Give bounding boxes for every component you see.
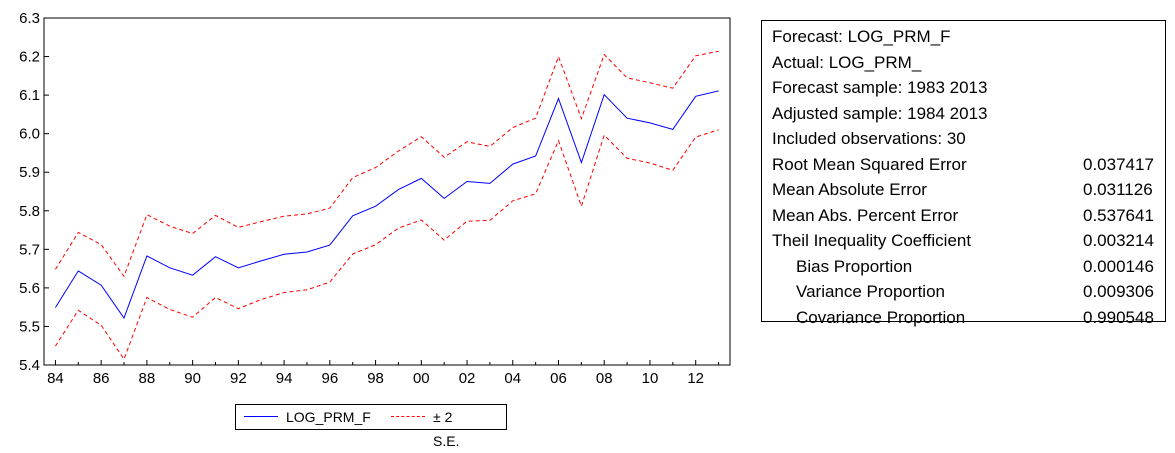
stat-row: Root Mean Squared Error 0.037417 xyxy=(772,152,1165,178)
stat-row: Actual: LOG_PRM_ xyxy=(772,50,1165,76)
forecast-chart: 5.4 5.5 5.6 5.7 5.8 5.9 6.0 6.1 6.2 6.3 84 86 88 90 9… xyxy=(19,10,731,387)
series-layer xyxy=(54,50,719,361)
stat-row: Mean Absolute Error 0.031126 xyxy=(772,177,1165,203)
x-tick-label: 12 xyxy=(687,370,704,387)
forecast-statistics-panel: Forecast: LOG_PRM_F Actual: LOG_PRM_ Forec… xyxy=(761,20,1166,327)
x-tick-label: 96 xyxy=(321,370,338,387)
stat-value: 0.003214 xyxy=(1083,231,1154,250)
legend-swatch-se xyxy=(391,416,425,417)
stat-value: 0.031126 xyxy=(1083,180,1153,199)
legend-label-forecast: LOG_PRM_F xyxy=(286,409,371,425)
y-tick-label: 6.3 xyxy=(19,10,40,27)
x-tick-label: 04 xyxy=(504,370,521,387)
stat-label: Covariance Proportion xyxy=(796,307,966,327)
x-tick-label: 08 xyxy=(596,370,613,387)
legend-label-se: ± 2 S.E. xyxy=(433,409,460,449)
statistics-list: Forecast: LOG_PRM_F Actual: LOG_PRM_ Forec… xyxy=(772,24,1165,330)
x-tick-label: 02 xyxy=(459,370,476,387)
y-tick-label: 5.5 xyxy=(19,318,40,335)
plot-area-frame xyxy=(43,17,731,366)
x-tick-label: 92 xyxy=(230,370,247,387)
x-tick-label: 86 xyxy=(93,370,110,387)
y-tick-label: 5.8 xyxy=(19,203,40,220)
stat-label: Forecast: LOG_PRM_F xyxy=(772,27,951,46)
stat-row: Forecast sample: 1983 2013 xyxy=(772,75,1165,101)
y-axis: 5.4 5.5 5.6 5.7 5.8 5.9 6.0 6.1 6.2 6.3 xyxy=(19,10,49,374)
stat-value: 0.009306 xyxy=(1083,282,1154,301)
stat-value: 0.537641 xyxy=(1083,205,1154,225)
x-tick-label: 84 xyxy=(47,370,64,387)
stat-label: Mean Abs. Percent Error xyxy=(772,205,959,225)
y-tick-label: 6.1 xyxy=(19,87,40,104)
x-tick-label: 88 xyxy=(139,370,156,387)
stat-label: Theil Inequality Coefficient xyxy=(772,231,972,250)
stat-row: Included observations: 30 xyxy=(772,126,1165,152)
chart-legend: LOG_PRM_F ± 2 S.E. xyxy=(235,404,507,449)
stat-value: 0.037417 xyxy=(1083,154,1154,174)
x-axis: 84 86 88 90 92 94 96 98 00 02 04 06 08 10 12 xyxy=(47,360,720,387)
y-tick-label: 5.9 xyxy=(19,164,40,181)
y-tick-label: 5.6 xyxy=(19,280,40,297)
stat-label: Forecast sample: 1983 2013 xyxy=(772,78,988,97)
series-line-lower-band xyxy=(54,129,719,361)
stat-row: Mean Abs. Percent Error 0.537641 xyxy=(772,203,1165,229)
stat-row: Theil Inequality Coefficient 0.003214 xyxy=(772,228,1165,254)
legend-swatch-forecast xyxy=(244,416,278,417)
stat-label: Adjusted sample: 1984 2013 xyxy=(772,103,988,123)
stat-row: Variance Proportion 0.009306 xyxy=(772,279,1165,305)
stat-row: Bias Proportion 0.000146 xyxy=(772,254,1165,280)
stat-row: Forecast: LOG_PRM_F xyxy=(772,24,1165,50)
y-tick-label: 5.7 xyxy=(19,241,40,258)
stat-value: 0.990548 xyxy=(1083,307,1154,327)
series-line-forecast xyxy=(54,90,719,320)
stat-label: Variance Proportion xyxy=(796,282,945,301)
y-tick-label: 6.0 xyxy=(19,126,40,143)
x-tick-label: 06 xyxy=(550,370,567,387)
stat-value: 0.000146 xyxy=(1083,256,1154,276)
stat-label: Bias Proportion xyxy=(796,256,913,276)
x-tick-label: 90 xyxy=(184,370,201,387)
stat-label: Root Mean Squared Error xyxy=(772,154,967,174)
x-tick-label: 10 xyxy=(642,370,659,387)
y-tick-label: 6.2 xyxy=(19,49,40,66)
stat-row: Covariance Proportion 0.990548 xyxy=(772,305,1165,331)
y-tick-label: 5.4 xyxy=(19,357,40,374)
x-tick-label: 94 xyxy=(276,370,293,387)
series-line-upper-band xyxy=(54,50,719,278)
x-tick-label: 00 xyxy=(413,370,430,387)
x-tick-label: 98 xyxy=(367,370,384,387)
stat-row: Adjusted sample: 1984 2013 xyxy=(772,101,1165,127)
stat-label: Included observations: 30 xyxy=(772,129,966,148)
stat-label: Actual: LOG_PRM_ xyxy=(772,52,922,72)
stat-label: Mean Absolute Error xyxy=(772,180,927,199)
